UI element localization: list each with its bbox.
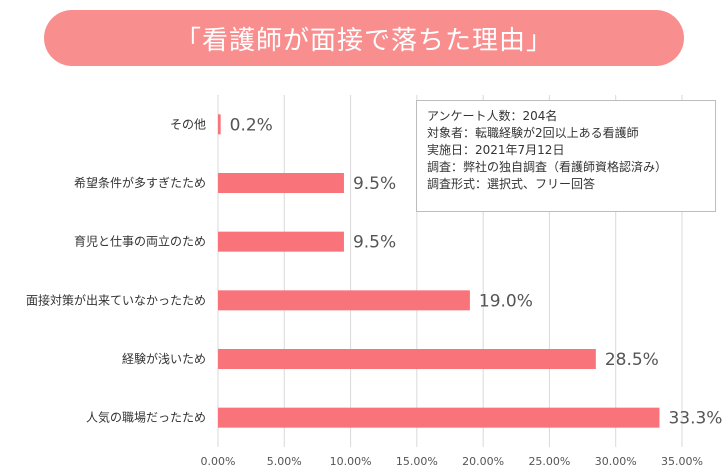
category-label: 育児と仕事の両立のため: [74, 234, 206, 249]
x-tick-label: 25.00%: [528, 455, 570, 468]
survey-date: 実施日：2021年7月12日: [427, 143, 565, 157]
category-label: その他: [170, 117, 206, 131]
data-label: 9.5%: [353, 174, 396, 194]
bar: [218, 173, 344, 193]
survey-info-box: アンケート人数：204名 対象者：転職経験が2回以上ある看護師 実施日：2021…: [416, 100, 716, 212]
survey-format: 調査形式：選択式、フリー回答: [427, 177, 596, 191]
x-tick-label: 20.00%: [462, 455, 504, 468]
x-tick-label: 0.00%: [201, 455, 236, 468]
survey-respondents: アンケート人数：204名: [427, 109, 558, 123]
bar: [218, 407, 660, 428]
bar: [218, 349, 596, 369]
data-label: 19.0%: [479, 291, 533, 311]
category-label: 希望条件が多すぎたため: [74, 175, 206, 190]
data-label: 28.5%: [605, 350, 659, 370]
survey-target: 対象者：転職経験が2回以上ある看護師: [427, 126, 639, 140]
x-tick-label: 10.00%: [330, 455, 372, 468]
bar: [218, 231, 344, 252]
category-label: 面接対策が出来ていなかったため: [26, 292, 206, 307]
data-label: 9.5%: [353, 233, 396, 253]
x-tick-label: 5.00%: [267, 455, 302, 468]
survey-source: 調査：弊社の独自調査（看護師資格認済み）: [427, 160, 668, 174]
x-tick-label: 35.00%: [661, 455, 703, 468]
data-label: 33.3%: [668, 409, 722, 429]
bar: [218, 114, 221, 135]
category-label: 人気の職場だったため: [86, 410, 206, 425]
x-tick-label: 15.00%: [396, 455, 438, 468]
category-label: 経験が浅いため: [122, 351, 206, 366]
chart-title: 「看護師が面接で落ちた理由」: [44, 10, 684, 66]
bar: [218, 290, 470, 311]
data-label: 0.2%: [230, 115, 273, 135]
x-tick-label: 30.00%: [595, 455, 637, 468]
